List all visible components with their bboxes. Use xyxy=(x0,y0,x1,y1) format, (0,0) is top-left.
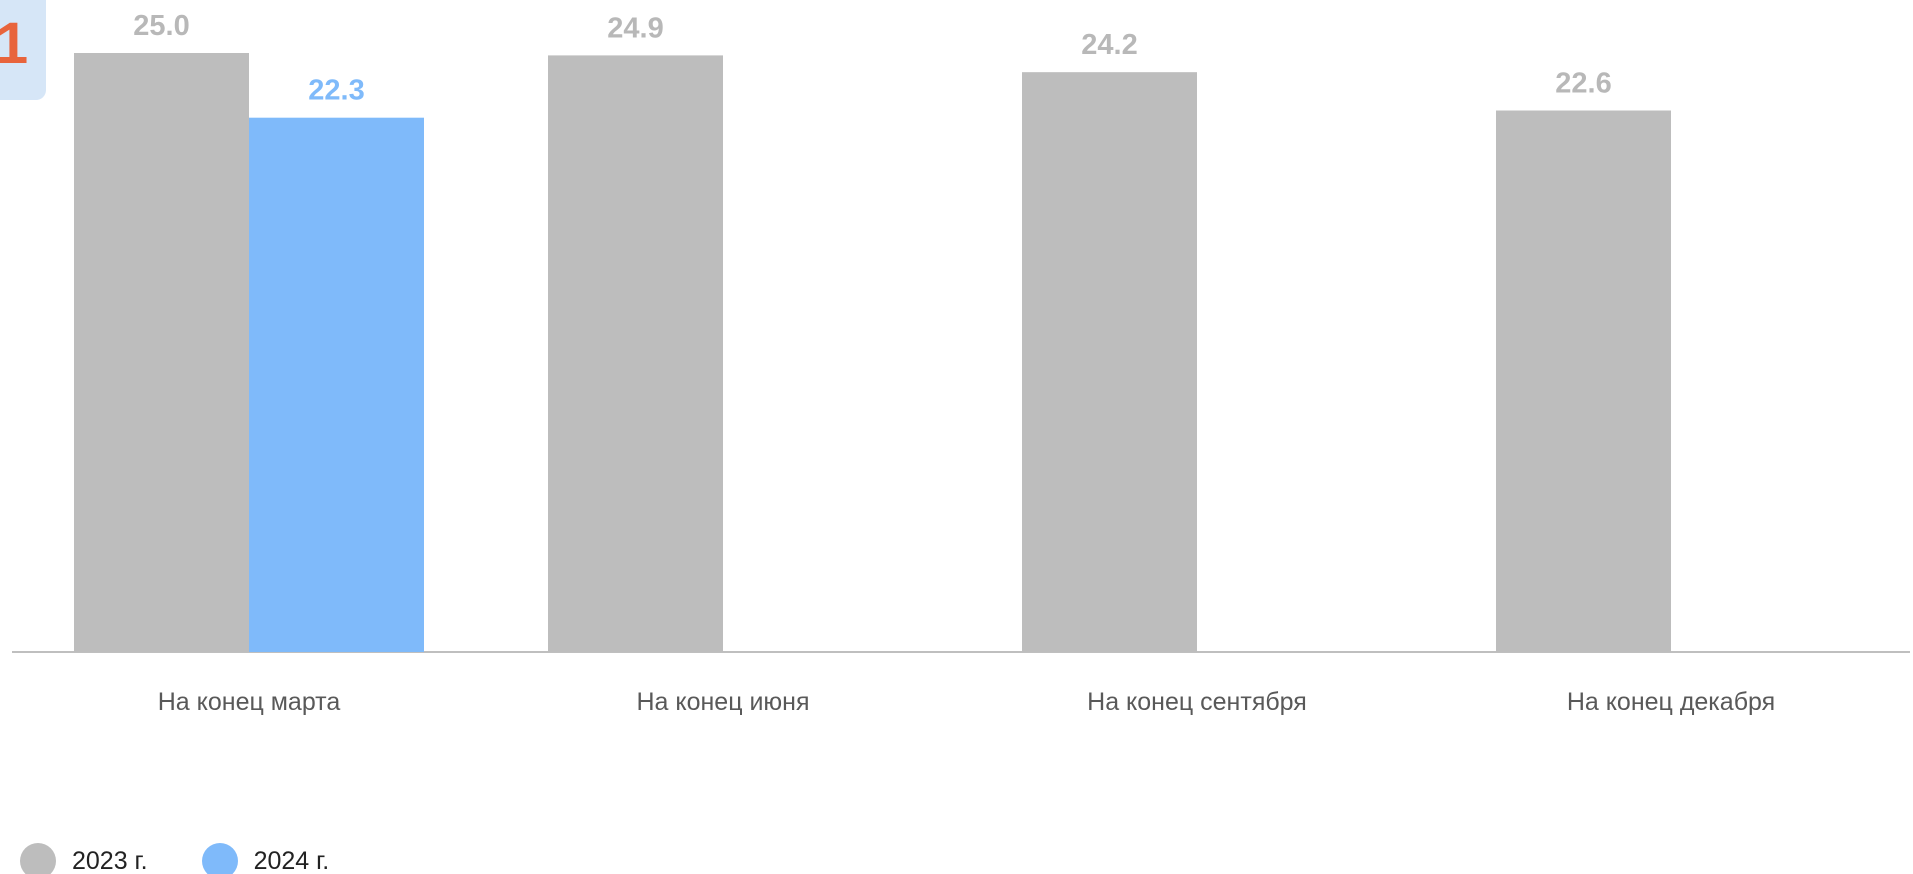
data-label-2024-0: 22.3 xyxy=(308,75,364,107)
x-tick-label-3: На конец декабря xyxy=(1567,688,1775,716)
bar-chart: 25.0 22.3 На конец марта 24.9 На конец июня 2… xyxy=(12,10,1910,716)
corner-badge: 1 xyxy=(0,0,46,100)
x-tick-label-1: На конец июня xyxy=(636,688,809,716)
legend-item-2024: 2024 г. xyxy=(201,843,330,874)
x-tick-label-2: На конец сентября xyxy=(1087,688,1307,716)
data-label-2023-0: 25.0 xyxy=(133,10,189,42)
legend: 2023 г. 2024 г. xyxy=(20,843,383,874)
bar-2023-3 xyxy=(1496,110,1671,652)
bar-2023-2 xyxy=(1022,72,1197,653)
legend-label-2023: 2023 г. xyxy=(72,847,148,874)
bar-2023-0 xyxy=(74,53,249,652)
legend-swatch-2024 xyxy=(201,843,238,874)
legend-item-2023: 2023 г. xyxy=(20,843,148,874)
bar-2023-1 xyxy=(548,55,723,653)
bar-2024-0 xyxy=(249,117,424,652)
data-label-2023-3: 22.6 xyxy=(1555,68,1611,100)
legend-swatch-2023 xyxy=(20,843,56,874)
data-label-2023-2: 24.2 xyxy=(1081,29,1137,61)
data-label-2023-1: 24.9 xyxy=(607,12,663,44)
corner-number: 1 xyxy=(0,11,29,76)
legend-label-2024: 2024 г. xyxy=(253,847,330,874)
x-tick-label-0: На конец марта xyxy=(158,688,341,716)
